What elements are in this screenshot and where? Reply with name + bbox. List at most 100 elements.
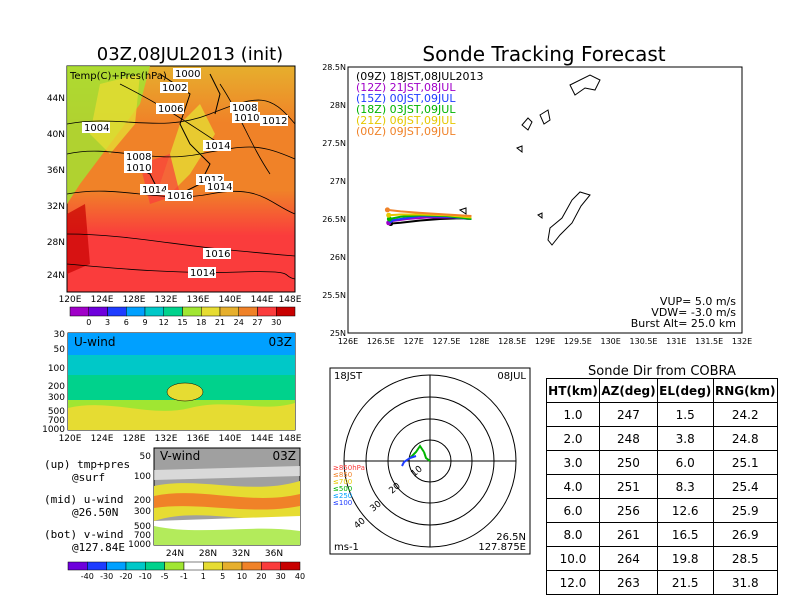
u-wind-panel: U-wind 03Z 30 50 100 200 300 500 700 100… — [42, 330, 302, 444]
isobar-label: 1010 — [234, 113, 259, 124]
colorbar-label: 9 — [142, 318, 147, 327]
lat-tick: 28N — [199, 549, 217, 559]
pressure-tick: 100 — [48, 364, 65, 374]
table-cell: 3.8 — [656, 426, 714, 451]
isobar-label: 1000 — [175, 69, 200, 80]
table-cell: 16.5 — [656, 522, 714, 547]
colorbar-swatch — [106, 561, 127, 571]
table-cell: 247 — [599, 402, 658, 427]
track-point — [384, 207, 390, 213]
colorbar-swatch — [88, 306, 108, 317]
table-cell: 250 — [599, 450, 658, 475]
table-cell: 1.0 — [545, 402, 601, 427]
note-bot-level: @127.84E — [72, 541, 125, 554]
table-cell: 263 — [599, 570, 658, 595]
colorbar-swatch — [261, 561, 281, 571]
legend-entry: (21Z) 06JST,09JUL — [356, 114, 456, 127]
colorbar-swatch — [145, 561, 165, 571]
colorbar-label: 30 — [271, 318, 281, 327]
panel-notes: (up) tmp+pres @surf (mid) u-wind @26.50N… — [44, 458, 130, 554]
legend-entry: (09Z) 18JST,08JUL2013 — [356, 70, 483, 83]
table-cell: 25.1 — [712, 450, 779, 475]
isobar-label: 1014 — [190, 268, 215, 279]
pressure-tick: 100 — [134, 472, 151, 482]
table-cell: 28.5 — [712, 546, 779, 571]
colorbar-label: 24 — [234, 318, 244, 327]
table-cell: 6.0 — [656, 450, 714, 475]
pressure-tick: 300 — [48, 393, 65, 403]
surface-map: 1000 1002 1006 1004 1008 1010 1012 1014 … — [47, 65, 302, 327]
colorbar-label: 20 — [256, 572, 266, 581]
table-row: 1.0 247 1.5 24.2 — [545, 402, 779, 427]
colorbar-swatch — [164, 561, 185, 571]
isobar-label: 1014 — [142, 185, 167, 196]
colorbar-swatch — [182, 306, 202, 317]
colorbar-label: 40 — [295, 572, 305, 581]
pressure-tick: 1000 — [128, 540, 151, 550]
isobar-label: 1004 — [84, 123, 109, 134]
legend-entry: (12Z) 21JST,08JUL — [356, 81, 456, 94]
isobar-label: 1002 — [162, 83, 187, 94]
table-header-cell: EL(deg) — [656, 378, 714, 403]
table-title: Sonde Dir from COBRA — [588, 364, 736, 379]
colorbar-label: -40 — [81, 572, 94, 581]
lat-tick: 24N — [47, 271, 65, 281]
pressure-legend-entry: ≤250 — [333, 492, 352, 500]
table-row: 3.0 250 6.0 25.1 — [545, 450, 779, 475]
legend-entry: (00Z) 09JST,09JUL — [356, 125, 456, 138]
tracking-title: Sonde Tracking Forecast — [422, 42, 666, 66]
colorbar-swatch — [87, 561, 107, 571]
isobar-label: 1014 — [205, 141, 230, 152]
v-wind-time: 03Z — [273, 449, 297, 463]
table-row: 4.0 251 8.3 25.4 — [545, 474, 779, 499]
v-wind-panel: V-wind 03Z 50 100 200 300 500 700 1000 2… — [128, 447, 301, 559]
lon-tick: 128E — [123, 434, 146, 444]
colorbar-swatch — [257, 306, 277, 317]
track-point — [386, 212, 392, 218]
lon-tick: 126E — [338, 337, 358, 346]
lon-tick: 127.5E — [433, 337, 461, 346]
colorbar-label: 27 — [252, 318, 262, 327]
pressure-tick: 200 — [134, 496, 151, 506]
colorbar-swatch — [163, 306, 183, 317]
lat-tick: 32N — [47, 202, 65, 212]
pressure-legend-entry: ≤850 — [333, 471, 352, 479]
lat-tick: 44N — [47, 94, 65, 104]
table-cell: 3.0 — [545, 450, 601, 475]
burst-text: Burst Alt= 25.0 km — [631, 317, 736, 330]
colorbar-label: 18 — [196, 318, 206, 327]
table-header-cell: RNG(km) — [712, 378, 779, 403]
table-cell: 264 — [599, 546, 658, 571]
table-cell: 12.0 — [545, 570, 601, 595]
pressure-tick: 300 — [134, 507, 151, 517]
table-cell: 251 — [599, 474, 658, 499]
pressure-legend-entry: ≤100 — [333, 499, 352, 507]
table-cell: 10.0 — [545, 546, 601, 571]
lat-tick: 26.5N — [322, 215, 346, 224]
lat-tick: 24N — [166, 549, 184, 559]
lon-tick: 129.5E — [564, 337, 592, 346]
colorbar-label: 15 — [177, 318, 187, 327]
lon-tick: 130E — [601, 337, 621, 346]
table-cell: 25.4 — [712, 474, 779, 499]
u-wind-label: U-wind — [74, 335, 115, 349]
lon-tick: 128E — [123, 295, 146, 305]
lon-tick: 136E — [187, 434, 210, 444]
table-cell: 261 — [599, 522, 658, 547]
note-bot: (bot) v-wind — [44, 528, 124, 541]
pressure-legend-entry: ≤700 — [333, 478, 352, 486]
colorbar-swatch — [276, 306, 296, 317]
isobar-label: 1014 — [207, 182, 232, 193]
colorbar-label: 12 — [159, 318, 169, 327]
table-row: 10.0 264 19.8 28.5 — [545, 546, 779, 571]
table-cell: 31.8 — [712, 570, 779, 595]
lon-tick: 127E — [404, 337, 424, 346]
polar-unit: ms-1 — [334, 542, 359, 553]
table-cell: 26.9 — [712, 522, 779, 547]
colorbar-swatch — [67, 561, 88, 571]
lat-tick: 26N — [330, 253, 346, 262]
track-line — [387, 208, 472, 217]
sonde-table: HT(km) AZ(deg) EL(deg) RNG(km) 1.0 247 1.5 24.2… — [545, 378, 779, 595]
pressure-tick: 30 — [54, 330, 66, 340]
lon-tick: 148E — [279, 434, 302, 444]
